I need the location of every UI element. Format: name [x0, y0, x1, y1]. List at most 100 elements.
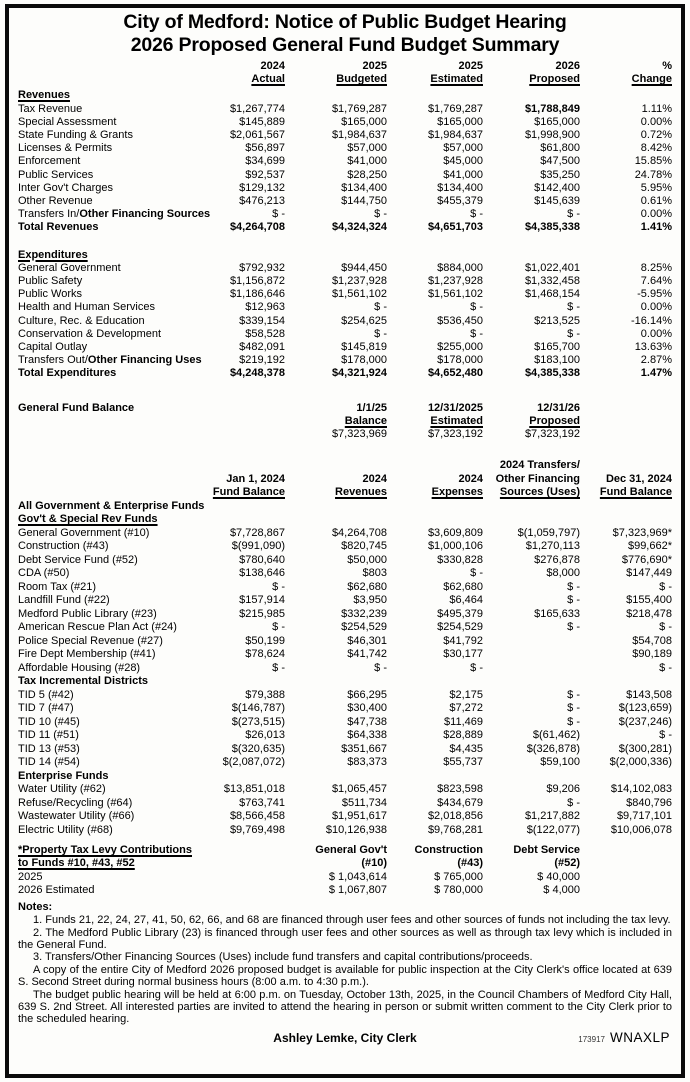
cell: $4,651,703 — [387, 221, 483, 234]
cell-text: $4,651,703 — [427, 221, 483, 234]
table-row: Public Works $1,186,646 $1,561,102 $1,561,1… — [18, 288, 672, 301]
row-label: Public Works — [18, 288, 176, 301]
cell: $129,132 — [176, 182, 285, 195]
cell-text: $9,206 — [546, 783, 580, 796]
table-row: Total Revenues $4,264,708 $4,324,324 $4,651… — [18, 221, 672, 234]
cell: $944,450 — [285, 262, 387, 275]
table-row: Other Revenue $476,213 $144,750 $455,379 $14… — [18, 195, 672, 208]
cell: $9,768,281 — [387, 824, 483, 838]
notes-heading: Notes: — [18, 901, 53, 914]
cell-text: -16.14% — [631, 314, 672, 327]
cell: $2,018,856 — [387, 810, 483, 824]
cell: $1,237,928 — [285, 275, 387, 288]
table-row: TID 11 (#51) $26,013 $64,338 $28,889 $(61,46… — [18, 729, 672, 743]
cell-text: $35,250 — [540, 168, 580, 181]
cell-text: $884,000 — [437, 261, 483, 274]
cell: $2,061,567 — [176, 129, 285, 142]
row-label-text: CDA (#50) — [18, 567, 70, 580]
cell-text: $218,478 — [626, 607, 672, 620]
cell: $58,528 — [176, 328, 285, 341]
row-label: Public Services — [18, 169, 176, 182]
all-funds-table: 2024 Transfers/Jan 1, 2024 2024 2024 Other … — [18, 459, 672, 837]
cell: $7,728,867 — [176, 527, 285, 541]
table-row: Licenses & Permits $56,897 $57,000 $57,000 $… — [18, 142, 672, 155]
notes-section: Notes: 1. Funds 21, 22, 24, 27, 41, 50, … — [18, 901, 672, 1026]
cell: $4,385,338 — [483, 367, 580, 380]
row-label-text: General Fund Balance — [18, 401, 135, 414]
cell: $(1,059,797) — [483, 527, 580, 541]
cell-text: $ - — [470, 327, 483, 340]
cell: Other Financing — [483, 473, 580, 487]
cell — [387, 513, 483, 527]
cell: $(61,462) — [483, 729, 580, 743]
revenues-table: Revenues Tax Revenue $1,267,774 $1,769,287 $… — [18, 89, 672, 234]
cell-text: $482,091 — [239, 341, 285, 354]
cell: $4,324,324 — [285, 221, 387, 234]
cell: 15.85% — [580, 155, 672, 168]
cell-text: Dec 31, 2024 — [605, 472, 672, 485]
cell-text: $165,633 — [534, 607, 580, 620]
row-label — [18, 473, 176, 487]
cell: $776,690* — [580, 554, 672, 568]
row-label-text: Public Services — [18, 168, 94, 181]
cell — [483, 89, 580, 102]
table-row: 2025 $ 1,043,614 $ 765,000 $ 40,000 — [18, 871, 672, 884]
table-row: Enforcement $34,699 $41,000 $45,000 $47,500 1… — [18, 155, 672, 168]
cell-text: $ - — [567, 621, 580, 634]
cell: $(300,281) — [580, 743, 672, 757]
cell: 1.11% — [580, 103, 672, 116]
cell-text: $56,897 — [245, 142, 285, 155]
row-label: TID 13 (#53) — [18, 743, 176, 757]
cell-text: $145,639 — [534, 195, 580, 208]
cell: Change — [580, 73, 672, 86]
cell: $1,984,637 — [285, 129, 387, 142]
row-label-text: Health and Human Services — [18, 301, 155, 314]
cell-text: $54,708 — [632, 634, 672, 647]
row-label: State Funding & Grants — [18, 129, 176, 142]
cell-text: $511,734 — [341, 796, 387, 809]
cell-text: $1,984,637 — [331, 129, 387, 142]
cell: $213,525 — [483, 315, 580, 328]
cell-text: $90,189 — [632, 648, 672, 661]
publication-footer: 173917 WNAXLP — [578, 1029, 670, 1047]
cell: $(273,515) — [176, 716, 285, 730]
row-label: Police Special Revenue (#27) — [18, 635, 176, 649]
table-row: 2026 Estimated $ 1,067,807 $ 780,000 $ 4,00… — [18, 884, 672, 897]
cell: $ - — [483, 621, 580, 635]
cell: 1.47% — [580, 367, 672, 380]
row-label: Conservation & Development — [18, 328, 176, 341]
table-row: Culture, Rec. & Education $339,154 $254,62… — [18, 315, 672, 328]
cell-text: $10,126,938 — [325, 823, 387, 836]
cell-text: $ - — [659, 661, 672, 674]
cell-text: 0.61% — [640, 195, 672, 208]
cell: 2024 — [387, 473, 483, 487]
cell: $90,189 — [580, 648, 672, 662]
table-row: Water Utility (#62) $13,851,018 $1,065,457… — [18, 783, 672, 797]
cell — [580, 459, 672, 473]
cell-text: $(123,659) — [618, 702, 672, 715]
cell: $47,738 — [285, 716, 387, 730]
publication-code: WNAXLP — [609, 1029, 670, 1045]
cell-text: % — [662, 60, 672, 72]
cell-text: 0.00% — [640, 301, 672, 314]
cell-text: $332,239 — [341, 607, 387, 620]
cell-text: $ - — [374, 327, 387, 340]
cell: $47,500 — [483, 155, 580, 168]
cell: $1,984,637 — [387, 129, 483, 142]
row-label: Medford Public Library (#23) — [18, 608, 176, 622]
cell: Balance — [285, 415, 387, 428]
cell-text: $ - — [567, 702, 580, 715]
cell: $ - — [176, 581, 285, 595]
row-label: Landfill Fund (#22) — [18, 594, 176, 608]
table-row: TID 5 (#42) $79,388 $66,295 $2,175 $ - $143,5… — [18, 689, 672, 703]
cell-text: $1,769,287 — [331, 102, 387, 115]
row-label — [18, 459, 176, 473]
cell: $ - — [580, 621, 672, 635]
cell — [176, 871, 285, 884]
row-label: TID 5 (#42) — [18, 689, 176, 703]
cell-text: $11,469 — [444, 715, 483, 728]
cell: $ - — [176, 662, 285, 676]
row-label-text: All Government & Enterprise Funds — [18, 499, 205, 512]
cell — [176, 428, 285, 441]
